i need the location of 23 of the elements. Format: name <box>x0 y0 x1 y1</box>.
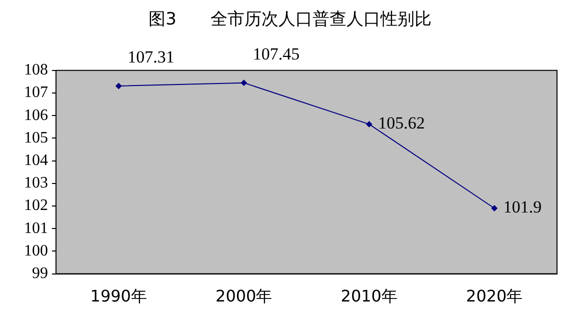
x-tick-label: 2000年 <box>216 286 272 306</box>
y-tick-label: 102 <box>24 197 48 214</box>
point <box>366 121 372 128</box>
x-tick-label: 2010年 <box>340 286 398 306</box>
y-tick-label: 105 <box>24 129 48 146</box>
y-tick-label: 106 <box>24 106 48 124</box>
data-label: 107.45 <box>252 44 300 64</box>
x-tick-label: 1990年 <box>90 286 147 306</box>
point <box>240 80 247 86</box>
y-tick-label: 103 <box>24 174 48 192</box>
y-tick-label: 108 <box>24 62 48 79</box>
data-label: 105.62 <box>378 114 425 133</box>
y-tick-label: 100 <box>24 242 48 260</box>
data-label: 101.9 <box>503 198 542 217</box>
y-tick-label: 104 <box>24 152 48 170</box>
data-label: 107.31 <box>128 47 174 66</box>
point <box>491 205 498 212</box>
chart-title: 图3 全市历次人口普查人口性别比 <box>148 10 432 30</box>
y-tick-label: 101 <box>24 220 48 237</box>
y-tick-label: 107 <box>24 84 48 102</box>
y-tick-label: 99 <box>32 265 48 282</box>
x-tick-label: 2020年 <box>466 286 523 306</box>
point <box>116 82 122 89</box>
